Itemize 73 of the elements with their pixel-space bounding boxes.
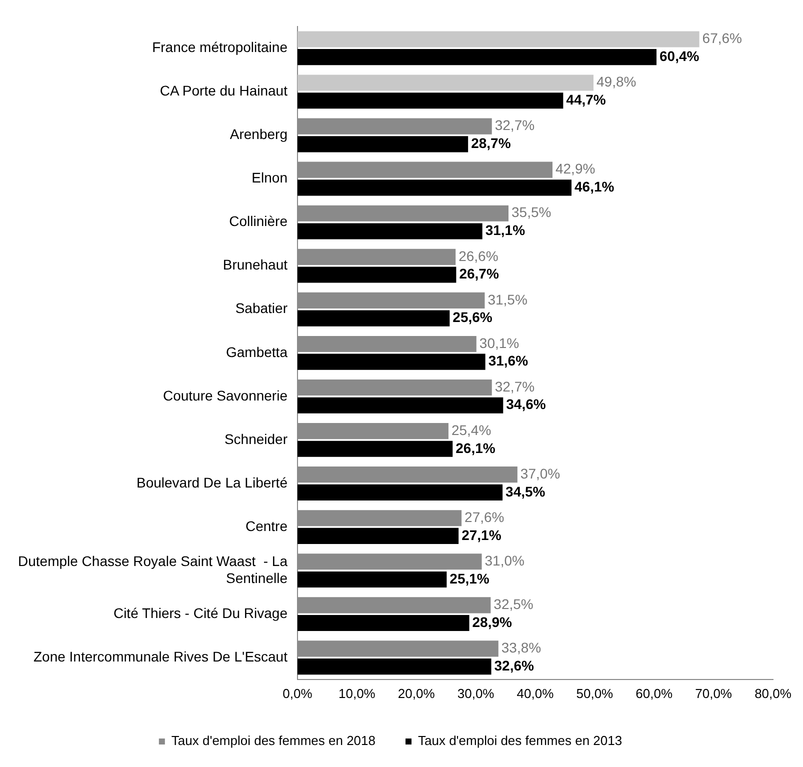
data-label: 31,6% [488, 352, 529, 369]
bar [297, 31, 700, 48]
bar [297, 266, 456, 283]
data-label: 34,6% [506, 396, 546, 412]
y-tick-label: Collinière [229, 213, 288, 230]
bar [297, 440, 453, 457]
data-label: 34,5% [506, 483, 546, 500]
bar [297, 180, 572, 196]
data-label: 28,7% [471, 135, 512, 152]
y-tick-label: Sabatier [235, 300, 288, 316]
data-label: 26,1% [456, 440, 496, 456]
data-label: 32,6% [494, 657, 535, 674]
data-label: 25,4% [451, 422, 492, 438]
data-label: 25,1% [450, 570, 490, 586]
bar [297, 310, 450, 326]
x-tick-label: 60,0% [636, 686, 673, 701]
y-tick-label: CA Porte du Hainaut [160, 82, 288, 99]
bar [297, 74, 594, 91]
bar [297, 571, 447, 588]
data-label: 31,1% [485, 222, 526, 238]
y-tick-label: Centre [245, 518, 288, 534]
data-label: 31,5% [488, 291, 528, 308]
x-tick-label: 70,0% [695, 686, 732, 701]
data-label: 32,7% [494, 117, 535, 134]
bar [297, 49, 656, 66]
bar [297, 223, 482, 240]
legend-label: Taux d'emploi des femmes en 2013 [418, 733, 622, 748]
data-label: 27,6% [464, 508, 504, 525]
x-tick-label: 40,0% [516, 686, 554, 701]
data-label: 67,6% [702, 30, 742, 46]
x-tick-label: 30,0% [457, 686, 495, 701]
x-tick-label: 0,0% [282, 686, 313, 701]
data-label: 32,7% [494, 378, 535, 394]
y-tick-label: Schneider [224, 430, 288, 447]
data-label: 26,7% [459, 266, 500, 282]
bar [297, 484, 503, 500]
y-tick-label: France métropolitaine [152, 39, 288, 56]
y-tick-label: Dutemple Chasse Royale Saint Waast - La Sentinelle [18, 553, 288, 586]
data-label: 27,1% [462, 526, 502, 543]
data-label: 49,8% [596, 74, 636, 90]
y-tick-label: Arenberg [230, 126, 288, 142]
x-tick-label: 80,0% [754, 686, 792, 701]
data-label: 42,9% [555, 160, 596, 177]
y-tick-label: Gambetta [226, 344, 288, 360]
x-tick-label: 50,0% [576, 686, 614, 701]
x-tick-label: 10,0% [338, 686, 376, 701]
y-tick-label: Cité Thiers - Cité Du Rivage [113, 604, 288, 621]
data-label: 35,5% [512, 204, 552, 220]
data-label: 44,7% [566, 91, 606, 108]
bar [297, 528, 459, 544]
data-label: 33,8% [501, 640, 542, 656]
bar [297, 397, 504, 414]
data-label: 31,0% [484, 552, 524, 568]
data-label: 26,6% [458, 248, 498, 264]
data-label: 46,1% [574, 178, 615, 195]
bar [297, 354, 486, 370]
data-label: 30,1% [479, 334, 520, 351]
x-tick-label: 20,0% [398, 686, 436, 701]
y-tick-label: Couture Savonnerie [162, 387, 288, 404]
bar [297, 614, 470, 632]
y-tick-label: Boulevard De La Liberté [136, 474, 288, 490]
bar [297, 136, 468, 152]
data-label: 32,5% [494, 596, 534, 612]
bar [297, 658, 492, 675]
data-label: 60,4% [660, 48, 700, 64]
data-label: 28,9% [472, 614, 513, 630]
y-tick-label: Elnon [252, 170, 288, 186]
bar [297, 92, 564, 109]
data-label: 25,6% [452, 309, 493, 326]
y-tick-label: Brunehaut [222, 256, 288, 273]
legend-label: Taux d'emploi des femmes en 2018 [171, 733, 376, 748]
y-tick-label: Zone Intercommunale Rives De L'Escaut [33, 648, 288, 664]
data-label: 37,0% [520, 465, 560, 482]
